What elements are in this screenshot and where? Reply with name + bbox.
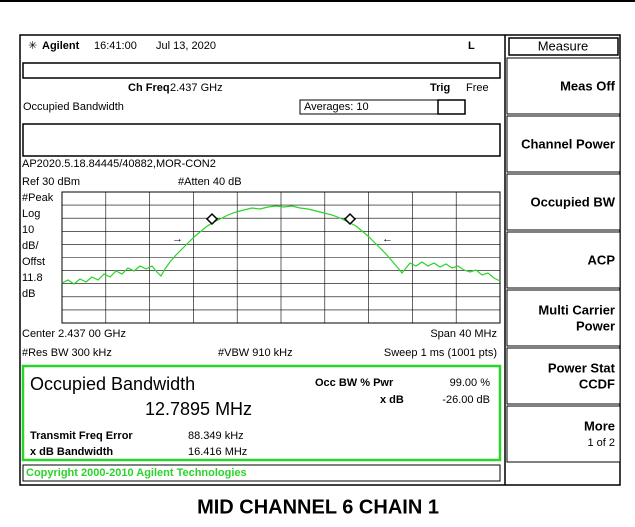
- file: AP2020.5.18.84445/40882,MOR-CON2: [22, 158, 216, 170]
- softkey-label: More: [584, 418, 615, 433]
- ref-level: Ref 30 dBm: [22, 176, 80, 188]
- softkey-label: Occupied BW: [530, 194, 615, 209]
- graticule-frame: [61, 191, 501, 324]
- scale-label: 11.8: [22, 272, 43, 284]
- menu: Meas Off Channel Power Occupied BW ACP Multi…: [506, 57, 621, 463]
- ch-freq-label: Ch Freq: [128, 82, 170, 94]
- blank-box: [22, 123, 501, 157]
- scale-label: #Peak: [22, 192, 54, 204]
- res-bw: #Res BW 300 kHz: [22, 347, 112, 359]
- copyright-box: [22, 464, 501, 482]
- softkey-label: Power Stat: [548, 360, 616, 375]
- menu-title: Measure: [538, 38, 589, 53]
- brand: Agilent: [42, 40, 80, 52]
- results-value: 12.7895 MHz: [145, 399, 252, 419]
- softkey-label: ACP: [588, 252, 616, 267]
- softkey[interactable]: [506, 115, 621, 173]
- mode: L: [468, 40, 475, 52]
- time: 16:41:00: [94, 40, 137, 52]
- averages: Averages: 10: [304, 101, 369, 113]
- results-title: Occupied Bandwidth: [30, 374, 195, 394]
- occ-pwr: 99.00 %: [450, 377, 491, 389]
- softkey-label: Meas Off: [560, 78, 616, 93]
- softkey-label: CCDF: [579, 376, 615, 391]
- spectrum-trace: [61, 205, 501, 285]
- scale-label: dB: [22, 288, 35, 300]
- span: Span 40 MHz: [430, 328, 497, 340]
- tfe-label: Transmit Freq Error: [30, 430, 133, 442]
- xdb: -26.00 dB: [442, 394, 490, 406]
- ch-freq: 2.437 GHz: [170, 82, 223, 94]
- softkey[interactable]: [506, 347, 621, 405]
- softkey-label: Power: [576, 318, 615, 333]
- softkey-label: 1 of 2: [587, 437, 615, 449]
- star-icon: ✳: [28, 40, 37, 52]
- softkey-label: Channel Power: [521, 136, 615, 151]
- arrow-left: ←: [382, 233, 393, 245]
- softkey[interactable]: [506, 405, 621, 463]
- softkey-label: Multi Carrier: [538, 302, 615, 317]
- scale-label: 10: [22, 224, 34, 236]
- tfe: 88.349 kHz: [188, 430, 244, 442]
- center-freq: Center 2.437 00 GHz: [22, 328, 126, 340]
- vbw: #VBW 910 kHz: [218, 347, 293, 359]
- scale-label: Log: [22, 208, 40, 220]
- softkey[interactable]: [506, 231, 621, 289]
- scale-label: dB/: [22, 240, 39, 252]
- softkey[interactable]: [506, 289, 621, 347]
- date: Jul 13, 2020: [156, 40, 216, 52]
- trig-label: Trig: [430, 82, 450, 94]
- averages-indicator: [437, 99, 466, 115]
- occ-pwr-label: Occ BW % Pwr: [315, 377, 394, 389]
- graticule: [62, 192, 500, 323]
- results-box: [21, 364, 502, 462]
- markers: [205, 212, 357, 226]
- scale-labels: #Peak Log 10 dB/Offst 11.8 dB: [22, 192, 54, 300]
- softkey[interactable]: [506, 57, 621, 115]
- sweep: Sweep 1 ms (1001 pts): [384, 347, 497, 359]
- copyright: Copyright 2000-2010 Agilent Technologies: [26, 467, 247, 479]
- xbw-label: x dB Bandwidth: [30, 446, 113, 458]
- scale-label: Offst: [22, 256, 45, 268]
- atten: #Atten 40 dB: [178, 176, 242, 188]
- arrow-right: →: [172, 233, 183, 245]
- xdb-label: x dB: [380, 394, 404, 406]
- blank-box: [22, 62, 501, 79]
- xbw: 16.416 MHz: [188, 446, 247, 458]
- menu-title-box: [508, 37, 619, 56]
- meas-name: Occupied Bandwidth: [23, 101, 124, 113]
- trig: Free: [466, 82, 489, 94]
- softkey[interactable]: [506, 173, 621, 231]
- caption: MID CHANNEL 6 CHAIN 1: [197, 496, 439, 518]
